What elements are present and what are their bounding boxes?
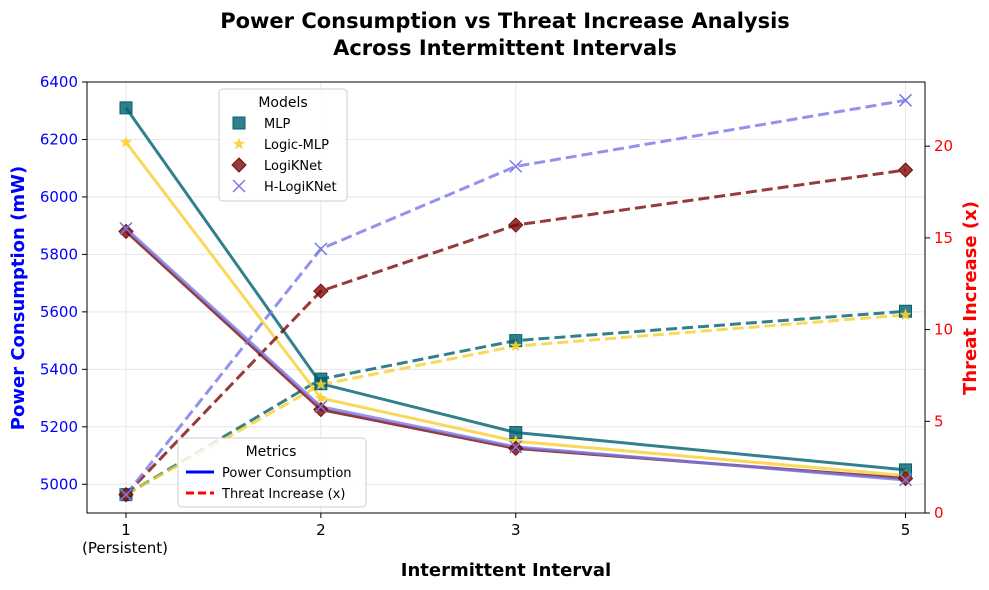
power-point-logic-mlp <box>314 391 327 404</box>
y-axis-label-left: Power Consumption (mW) <box>8 166 29 430</box>
left-tick-label: 5400 <box>40 360 78 378</box>
legend-metrics: Metrics Power Consumption Threat Increase… <box>177 437 367 508</box>
legend-marker-mlp <box>232 116 246 130</box>
left-tick-label: 5200 <box>40 418 78 436</box>
power-line-logic-mlp <box>124 141 906 478</box>
right-tick-label: 0 <box>934 504 944 522</box>
chart-title-line2: Across Intermittent Intervals <box>333 36 677 60</box>
threat-point-h-logiknet <box>898 93 913 107</box>
power-point-logiknet <box>313 401 329 418</box>
power-point-logic-mlp <box>509 434 522 447</box>
right-tick-label: 20 <box>934 137 953 155</box>
x-axis-ticks: 1 2 3 5 <box>121 513 910 539</box>
x-tick-label: 3 <box>511 521 521 539</box>
threat-point-logic-mlp <box>899 308 912 321</box>
legend-models: Models MLP Logic-MLP LogiKNet H-LogiKNet <box>218 88 348 202</box>
left-axis-ticks: 5000 5200 5400 5600 5800 6000 6200 6400 <box>40 73 87 493</box>
threat-point-logiknet <box>508 217 524 233</box>
power-point-h-logiknet <box>119 222 133 236</box>
series-lines <box>124 98 906 497</box>
threat-line-logiknet <box>124 168 906 496</box>
legend-marker-logic-mlp <box>232 137 246 150</box>
left-tick-label: 5600 <box>40 303 78 321</box>
legend-label-logiknet: LogiKNet <box>264 159 322 174</box>
legend-metrics-box <box>177 437 367 508</box>
power-line-h-logiknet <box>124 227 906 482</box>
legend-metric-label: Power Consumption <box>222 466 352 481</box>
legend-label-mlp: MLP <box>264 117 290 132</box>
legend-marker-logiknet <box>231 157 247 173</box>
legend-models-box <box>218 88 348 202</box>
marker-x-stroke <box>232 179 246 193</box>
marker-x-stroke <box>314 400 328 414</box>
plot-frame <box>86 81 926 514</box>
legend-marker-h-logiknet <box>232 179 246 193</box>
legend-models-title: Models <box>258 95 307 111</box>
threat-point-logiknet <box>313 283 329 299</box>
x-axis-label: Intermittent Interval <box>401 560 611 581</box>
legend-metrics-title: Metrics <box>246 444 297 460</box>
left-tick-label: 6200 <box>40 130 78 148</box>
right-tick-label: 5 <box>934 412 944 430</box>
power-point-h-logiknet <box>509 440 523 454</box>
threat-point-logic-mlp <box>509 339 522 352</box>
left-tick-label: 6400 <box>40 73 78 91</box>
power-point-h-logiknet <box>898 473 913 487</box>
marker-x-stroke <box>314 242 328 256</box>
marker-x-stroke <box>119 222 133 236</box>
legend-metrics-items: Power Consumption Threat Increase (x) <box>186 466 352 502</box>
marker-x-stroke <box>898 93 913 107</box>
threat-point-h-logiknet <box>509 159 523 173</box>
threat-point-logic-mlp <box>314 378 327 390</box>
left-tick-label: 5000 <box>40 475 78 493</box>
threat-line-logic-mlp <box>125 313 906 497</box>
marker-x-stroke <box>509 159 523 173</box>
marker-x-stroke <box>509 440 523 454</box>
power-point-logic-mlp <box>119 135 133 148</box>
power-point-h-logiknet <box>314 400 328 414</box>
power-line-mlp <box>124 107 906 472</box>
marker-x-stroke <box>898 473 913 487</box>
right-axis-ticks: 0 5 10 15 20 <box>925 137 953 522</box>
threat-point-h-logiknet <box>119 488 133 502</box>
threat-line-mlp <box>125 309 906 496</box>
legend-label-h-logiknet: H-LogiKNet <box>264 180 337 195</box>
legend-label-logic-mlp: Logic-MLP <box>264 138 329 153</box>
x-tick-label: 2 <box>316 521 326 539</box>
power-point-logiknet <box>508 440 524 457</box>
right-tick-label: 15 <box>934 229 953 247</box>
threat-point-h-logiknet <box>314 242 328 256</box>
x-tick-label: 5 <box>901 521 911 539</box>
left-tick-label: 5800 <box>40 245 78 263</box>
power-point-mlp <box>119 101 133 115</box>
marker-x-stroke <box>119 488 133 502</box>
threat-point-logiknet <box>897 162 914 178</box>
chart-title-line1: Power Consumption vs Threat Increase Ana… <box>220 9 790 33</box>
right-tick-label: 10 <box>934 321 953 339</box>
x-tick-sublabel: (Persistent) <box>82 539 168 557</box>
left-tick-label: 6000 <box>40 188 78 206</box>
legend-metric-label: Threat Increase (x) <box>221 487 345 502</box>
x-tick-label: 1 <box>121 521 131 539</box>
y-axis-label-right: Threat Increase (x) <box>960 201 981 395</box>
threat-line-h-logiknet <box>124 98 906 496</box>
legend-models-items: MLP Logic-MLP LogiKNet H-LogiKNet <box>231 116 337 195</box>
series-markers <box>118 93 914 503</box>
power-point-logiknet <box>118 223 134 240</box>
